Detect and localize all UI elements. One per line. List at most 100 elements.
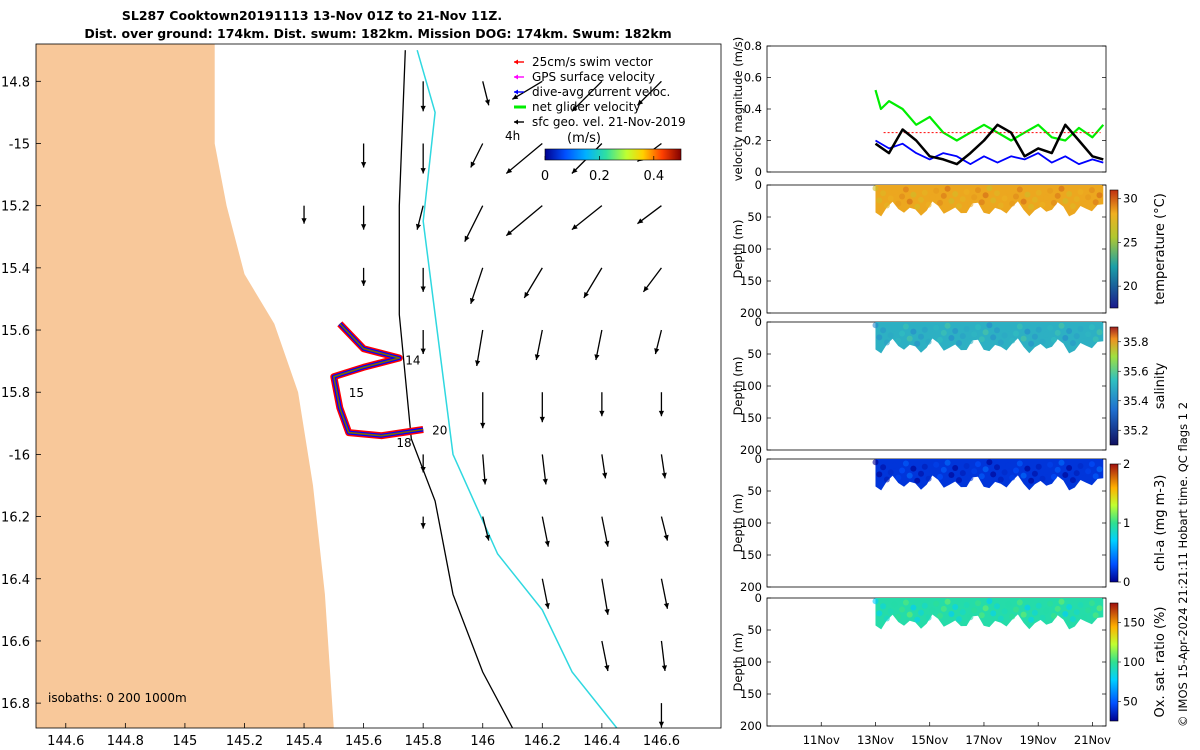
- surface-vector: [469, 267, 484, 305]
- legend-entry: sfc geo. vel. 21-Nov-2019: [514, 115, 686, 129]
- section-ylabel: Depth (m): [731, 494, 745, 553]
- day-label: 14: [405, 354, 420, 368]
- day-label: 15: [349, 386, 364, 400]
- map-panel: 14 15 18 20 144.6 144.8 145 145.2 145.4 145.6 145…: [1, 43, 722, 749]
- map-frame: [35, 43, 722, 729]
- velocity-series-line: [874, 123, 1104, 166]
- section-y-tick: 150: [740, 548, 762, 562]
- section-y-tick: 50: [747, 347, 762, 361]
- section-y-tick: 200: [740, 719, 762, 733]
- surface-vector: [541, 516, 550, 547]
- section-colorbar-tick: 35.6: [1123, 364, 1149, 378]
- map-x-tick: 145.2: [226, 734, 263, 749]
- section-data: [875, 322, 1104, 354]
- section-y-tick: 50: [747, 210, 762, 224]
- section-y-tick: 200: [740, 443, 762, 457]
- section-y-tick: 0: [755, 315, 762, 329]
- figure-title-line2: Dist. over ground: 174km. Dist. swum: 18…: [84, 26, 671, 41]
- land-area: [36, 44, 334, 728]
- section-colorbar-tick: 25: [1123, 235, 1138, 249]
- map-x-tick: 144.6: [47, 734, 84, 749]
- map-y-tick: 15.4: [1, 262, 30, 277]
- map-x-tick: 146.4: [583, 734, 620, 749]
- surface-vector: [660, 578, 669, 609]
- section-colorbar: [1109, 463, 1119, 583]
- map-y-tick: 14.8: [1, 75, 30, 90]
- figure-title-line1: SL287 Cooktown20191113 13-Nov 01Z to 21-…: [122, 8, 502, 23]
- surface-vector: [470, 143, 484, 168]
- section-colorbar-tick: 50: [1123, 694, 1138, 708]
- map-y-tick: -16: [9, 448, 30, 463]
- surface-vector: [523, 267, 543, 299]
- section-colorbar: [1109, 189, 1119, 309]
- surface-vector: [660, 454, 667, 479]
- surface-vector: [601, 640, 610, 672]
- section-colorbar-tick: 20: [1123, 279, 1138, 293]
- section-y-tick: 150: [740, 274, 762, 288]
- section-ylabel: Depth (m): [731, 357, 745, 416]
- legend-label: net glider velocity: [532, 100, 640, 114]
- speed-colorbar-tick: 0.4: [643, 169, 664, 184]
- section-y-tick: 0: [755, 178, 762, 192]
- section-x-tick: 17Nov: [965, 733, 1002, 747]
- velocity-ticks: 0 0.2 0.4 0.6 0.8: [744, 39, 1106, 179]
- map-x-tick: 144.8: [107, 734, 144, 749]
- glider-track: [330, 321, 424, 440]
- velocity-panel: 0 0.2 0.4 0.6 0.8 velocity magnitude (m/s): [731, 37, 1107, 181]
- map-y-tick: 16.4: [1, 573, 30, 588]
- section-y-tick: 0: [755, 452, 762, 466]
- section-colorbar-label: chl-a (mg m-3): [1153, 475, 1168, 572]
- section-y-tick: 50: [747, 623, 762, 637]
- surface-vector: [482, 516, 490, 541]
- section-y-tick: 200: [740, 306, 762, 320]
- surface-vector: [541, 578, 550, 609]
- map-y-tick: 16.2: [1, 511, 30, 526]
- velocity-series-line: [875, 139, 1104, 166]
- surface-vector: [660, 516, 669, 541]
- map-y-tick: 16.6: [1, 635, 30, 650]
- section-y-tick: 200: [740, 580, 762, 594]
- section-data: [875, 459, 1104, 491]
- velocity-y-tick: 0.4: [744, 102, 762, 116]
- legend-entry: 25cm/s swim vector: [514, 55, 653, 69]
- surface-vector: [658, 392, 665, 417]
- surface-vector: [420, 81, 426, 112]
- section-panel-chlorophyll-section: 0 50 100 150 200 Depth (m) 2 1 0 chl-a (mg m-3): [731, 452, 1168, 594]
- legend-entry: GPS surface velocity: [514, 70, 655, 84]
- velocity-y-tick: 0.6: [744, 71, 762, 85]
- legend-label: 25cm/s swim vector: [532, 55, 653, 69]
- surface-vector: [482, 81, 490, 106]
- section-colorbar-label: Ox. sat. ratio (%): [1153, 607, 1168, 718]
- map-x-tick: 145.6: [345, 734, 382, 749]
- section-ylabel: Depth (m): [731, 633, 745, 692]
- surface-vector: [420, 454, 426, 473]
- section-data: [875, 598, 1104, 630]
- map-x-tick: 146.6: [643, 734, 680, 749]
- section-colorbar-tick: 0: [1123, 575, 1130, 589]
- speed-colorbar-side-label: 4h: [505, 129, 520, 143]
- day-label: 20: [432, 424, 447, 438]
- section-data: [875, 185, 1104, 217]
- surface-vector: [636, 80, 662, 106]
- map-y-tick: 16.8: [1, 697, 30, 712]
- day-label: 18: [396, 436, 411, 450]
- section-y-tick: 100: [740, 242, 762, 256]
- surface-vector: [420, 267, 426, 292]
- surface-vector: [571, 80, 603, 112]
- surface-vector: [660, 640, 667, 672]
- velocity-series-line: [874, 89, 1105, 142]
- section-colorbar-tick: 2: [1123, 457, 1130, 471]
- map-x-tick: 146: [470, 734, 495, 749]
- surface-vector: [505, 205, 543, 237]
- velocity-y-tick: 0.2: [744, 134, 762, 148]
- surface-vector: [464, 205, 484, 242]
- surface-vector: [505, 142, 543, 174]
- map-y-tick: -15: [9, 137, 30, 152]
- map-x-tick: 145.4: [285, 734, 322, 749]
- surface-vector: [511, 80, 543, 100]
- legend-label: GPS surface velocity: [532, 70, 655, 84]
